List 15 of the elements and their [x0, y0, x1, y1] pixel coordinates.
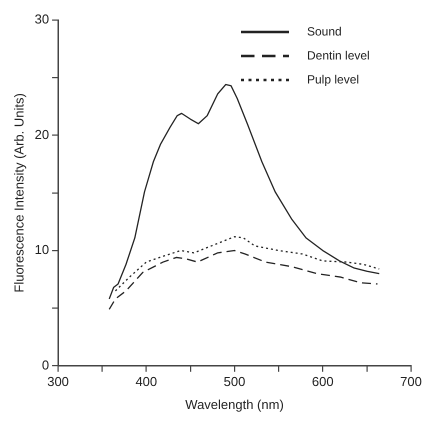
x-tick-label: 400	[135, 374, 158, 390]
y-tick-label: 0	[42, 357, 50, 372]
legend-label: Sound	[307, 24, 342, 38]
legend-label: Dentin level	[307, 48, 370, 62]
x-axis-title: Wavelength (nm)	[185, 396, 284, 412]
line-series	[108, 250, 378, 310]
y-axis-title: Fluorescence Intensity (Arb. Units)	[11, 93, 26, 293]
y-tick-label: 20	[34, 126, 50, 142]
legend-label: Pulp level	[307, 72, 360, 86]
x-tick-label: 500	[224, 374, 246, 390]
x-tick-label: 700	[400, 374, 422, 390]
y-tick-label: 30	[34, 12, 50, 27]
x-tick-label: 300	[47, 374, 69, 390]
x-tick-label: 600	[312, 374, 334, 390]
y-tick-label: 10	[34, 242, 50, 258]
